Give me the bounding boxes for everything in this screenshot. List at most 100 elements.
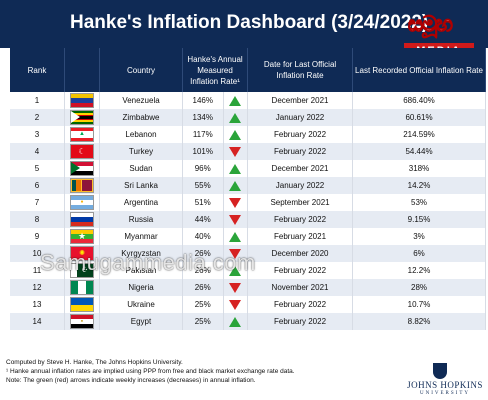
date-cell: February 2022 — [247, 143, 354, 160]
zimbabwe-flag-icon — [70, 110, 94, 125]
hanke-rate-column-header: Hanke's Annual Measured Inflation Rate¹ — [182, 48, 249, 92]
lebanon-flag-icon: ▲ — [70, 127, 94, 142]
trend-cell — [223, 109, 249, 126]
trend-cell — [223, 262, 249, 279]
rank-cell: 12 — [10, 279, 65, 296]
table-row: 10 ✺ Kyrgyzstan 26% December 2020 6% — [10, 245, 486, 262]
flag-cell — [64, 109, 100, 126]
trend-cell — [223, 279, 249, 296]
date-cell: September 2021 — [247, 194, 354, 211]
arrow-up-icon — [229, 231, 242, 242]
rank-cell: 11 — [10, 262, 65, 279]
trend-cell — [223, 211, 249, 228]
country-cell: Egypt — [99, 313, 183, 330]
date-cell: February 2022 — [247, 296, 354, 313]
arrow-down-icon — [229, 214, 242, 225]
country-cell: Ukraine — [99, 296, 183, 313]
flag-cell — [64, 177, 100, 194]
rank-cell: 1 — [10, 92, 65, 109]
rank-cell: 9 — [10, 228, 65, 245]
date-cell: December 2021 — [247, 92, 354, 109]
date-cell: January 2022 — [247, 109, 354, 126]
official-rate-cell: 28% — [352, 279, 486, 296]
hanke-rate-cell: 134% — [182, 109, 224, 126]
table-row: 4 ☾ Turkey 101% February 2022 54.44% — [10, 143, 486, 160]
flag-cell: ☾ — [64, 143, 100, 160]
inflation-table: Rank Country Hanke's Annual Measured Inf… — [10, 48, 486, 330]
logo-script-text: සමූහ — [408, 12, 454, 37]
russia-flag-icon — [70, 212, 94, 227]
dashboard-title: Hanke's Inflation Dashboard (3/24/2022) — [70, 12, 429, 33]
hanke-rate-cell: 96% — [182, 160, 224, 177]
date-cell: February 2022 — [247, 313, 354, 330]
footnote-source: Computed by Steve H. Hanke, The Johns Ho… — [6, 359, 183, 366]
official-rate-cell: 53% — [352, 194, 486, 211]
sri-lanka-flag-icon — [70, 178, 94, 193]
sudan-flag-icon — [70, 161, 94, 176]
footnote-method: ¹ Hanke annual inflation rates are impli… — [6, 368, 295, 375]
arrow-up-icon — [229, 112, 242, 123]
rank-cell: 4 — [10, 143, 65, 160]
country-cell: Sri Lanka — [99, 177, 183, 194]
rank-cell: 6 — [10, 177, 65, 194]
official-rate-cell: 54.44% — [352, 143, 486, 160]
official-rate-cell: 8.82% — [352, 313, 486, 330]
arrow-down-icon — [229, 146, 242, 157]
flag-cell — [64, 211, 100, 228]
official-rate-cell: 60.61% — [352, 109, 486, 126]
table-row: 14 ● Egypt 25% February 2022 8.82% — [10, 313, 486, 330]
table-row: 3 ▲ Lebanon 117% February 2022 214.59% — [10, 126, 486, 143]
arrow-down-icon — [229, 299, 242, 310]
rank-cell: 3 — [10, 126, 65, 143]
country-cell: Turkey — [99, 143, 183, 160]
flag-cell — [64, 160, 100, 177]
official-rate-cell: 14.2% — [352, 177, 486, 194]
table-row: 7 ● Argentina 51% September 2021 53% — [10, 194, 486, 211]
date-cell: February 2022 — [247, 126, 354, 143]
header-band — [0, 0, 488, 48]
country-cell: Sudan — [99, 160, 183, 177]
arrow-down-icon — [229, 197, 242, 208]
date-column-header: Date for Last Official Inflation Rate — [247, 48, 354, 92]
turkey-flag-icon: ☾ — [70, 144, 94, 159]
arrow-down-icon — [229, 248, 242, 259]
trend-cell — [223, 177, 249, 194]
flag-cell: ★ — [64, 228, 100, 245]
hanke-rate-cell: 26% — [182, 245, 224, 262]
egypt-flag-icon: ● — [70, 314, 94, 329]
flag-cell: ✺ — [64, 245, 100, 262]
hanke-rate-cell: 55% — [182, 177, 224, 194]
nigeria-flag-icon — [70, 280, 94, 295]
flag-column-header — [64, 48, 100, 92]
flag-cell — [64, 279, 100, 296]
flag-cell: ▲ — [64, 126, 100, 143]
hanke-rate-cell: 25% — [182, 313, 224, 330]
trend-cell — [223, 296, 249, 313]
trend-cell — [223, 160, 249, 177]
arrow-up-icon — [229, 95, 242, 106]
flag-cell: ● — [64, 194, 100, 211]
table-row: 13 Ukraine 25% February 2022 10.7% — [10, 296, 486, 313]
myanmar-flag-icon: ★ — [70, 229, 94, 244]
ukraine-flag-icon — [70, 297, 94, 312]
arrow-up-icon — [229, 129, 242, 140]
arrow-up-icon — [229, 180, 242, 191]
trend-cell — [223, 194, 249, 211]
country-column-header: Country — [99, 48, 183, 92]
hanke-rate-cell: 40% — [182, 228, 224, 245]
trend-cell — [223, 228, 249, 245]
official-rate-cell: 10.7% — [352, 296, 486, 313]
watermark-text: Samugammedia.com — [40, 250, 256, 275]
official-rate-cell: 318% — [352, 160, 486, 177]
country-cell: Nigeria — [99, 279, 183, 296]
country-cell: Argentina — [99, 194, 183, 211]
date-cell: January 2022 — [247, 177, 354, 194]
table-row: 6 Sri Lanka 55% January 2022 14.2% — [10, 177, 486, 194]
official-rate-cell: 3% — [352, 228, 486, 245]
rank-cell: 13 — [10, 296, 65, 313]
table-row: 12 Nigeria 26% November 2021 28% — [10, 279, 486, 296]
date-cell: December 2021 — [247, 160, 354, 177]
hanke-rate-cell: 44% — [182, 211, 224, 228]
rank-column-header: Rank — [10, 48, 65, 92]
jhu-university: UNIVERSITY — [420, 391, 470, 396]
